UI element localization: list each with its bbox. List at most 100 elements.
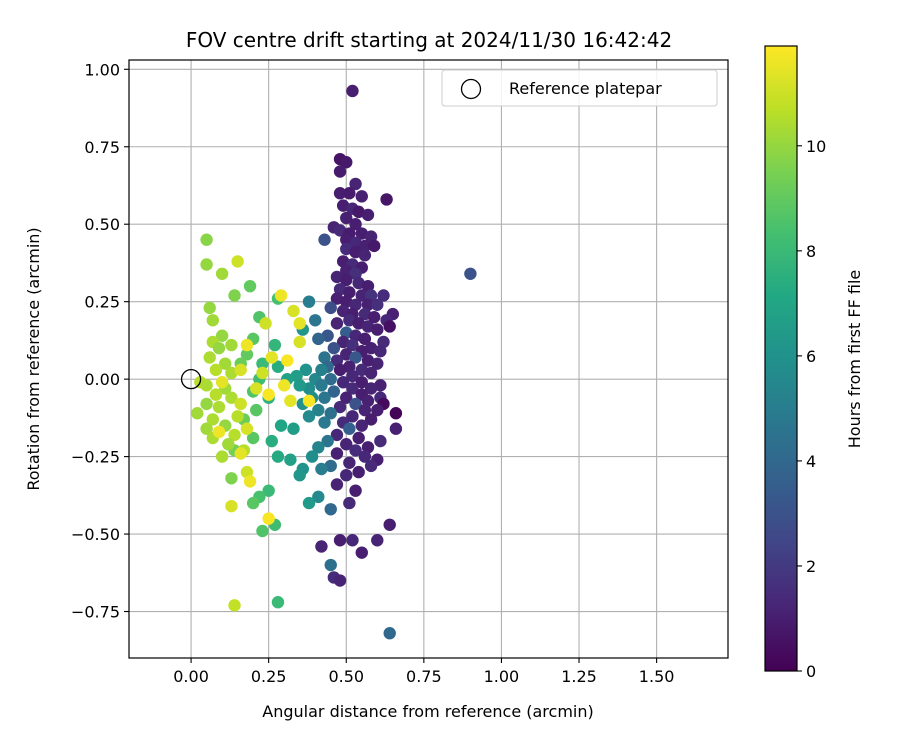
data-point bbox=[358, 450, 372, 463]
data-point bbox=[358, 403, 372, 417]
data-point bbox=[268, 338, 282, 352]
x-tick-label: 1.50 bbox=[639, 667, 675, 686]
data-point bbox=[274, 289, 288, 302]
data-point bbox=[340, 348, 353, 361]
data-point bbox=[333, 187, 347, 200]
data-point bbox=[293, 468, 306, 482]
data-point bbox=[367, 310, 381, 324]
data-point bbox=[389, 422, 403, 435]
data-point bbox=[312, 403, 325, 417]
data-point bbox=[358, 249, 372, 262]
data-point bbox=[349, 351, 362, 364]
data-point bbox=[352, 276, 365, 290]
data-point bbox=[309, 314, 322, 327]
data-point bbox=[293, 317, 306, 330]
data-point bbox=[324, 503, 337, 516]
data-point bbox=[352, 465, 365, 479]
data-point bbox=[293, 379, 306, 392]
y-axis-label: Rotation from reference (arcmin) bbox=[24, 227, 43, 490]
data-point bbox=[327, 385, 341, 398]
data-point bbox=[225, 391, 238, 404]
data-point bbox=[284, 394, 297, 408]
data-point bbox=[203, 301, 216, 315]
data-point bbox=[271, 450, 285, 463]
data-point bbox=[352, 431, 365, 445]
data-point bbox=[340, 242, 353, 256]
data-point bbox=[321, 434, 334, 448]
data-point bbox=[374, 434, 387, 448]
x-tick-label: 0.25 bbox=[251, 667, 287, 686]
x-tick-label: 1.25 bbox=[561, 667, 597, 686]
data-point bbox=[271, 360, 285, 373]
data-point bbox=[374, 379, 387, 392]
colorbar bbox=[764, 45, 798, 672]
data-point bbox=[367, 239, 381, 253]
data-point bbox=[355, 190, 368, 203]
data-point bbox=[333, 165, 347, 178]
data-point bbox=[246, 431, 260, 445]
data-point bbox=[361, 354, 375, 367]
data-point bbox=[364, 413, 378, 426]
data-point bbox=[355, 419, 368, 432]
data-point bbox=[371, 298, 384, 311]
y-tick-label: 0.25 bbox=[84, 293, 120, 312]
data-point bbox=[340, 438, 353, 451]
data-point bbox=[324, 372, 337, 386]
data-point bbox=[203, 351, 216, 364]
data-point bbox=[330, 317, 344, 330]
data-point bbox=[302, 394, 316, 408]
data-point bbox=[340, 468, 353, 482]
data-point bbox=[315, 462, 328, 476]
data-point bbox=[231, 410, 244, 423]
x-tick-label: 1.00 bbox=[484, 667, 520, 686]
data-point bbox=[240, 348, 254, 361]
data-point bbox=[371, 403, 384, 417]
data-point bbox=[231, 255, 244, 268]
data-point bbox=[346, 534, 359, 547]
data-point bbox=[200, 258, 213, 271]
data-point bbox=[219, 357, 232, 370]
data-point bbox=[256, 524, 269, 538]
data-point bbox=[287, 304, 300, 318]
data-point bbox=[346, 369, 359, 383]
data-point bbox=[340, 264, 353, 277]
data-point bbox=[355, 376, 368, 389]
data-point bbox=[222, 438, 235, 451]
data-point bbox=[374, 345, 387, 358]
colorbar-ticks: 0 2 4 6 8 10 bbox=[797, 137, 826, 681]
data-point bbox=[340, 391, 353, 404]
data-point bbox=[349, 177, 362, 191]
y-tick-label: 0.50 bbox=[84, 215, 120, 234]
y-tick-label: 1.00 bbox=[84, 60, 120, 79]
x-tick-label: 0.75 bbox=[406, 667, 442, 686]
data-point bbox=[277, 379, 291, 392]
data-point bbox=[315, 363, 328, 377]
legend-box bbox=[441, 69, 718, 107]
data-point bbox=[315, 379, 328, 392]
data-point bbox=[364, 341, 378, 355]
data-point bbox=[318, 391, 331, 404]
data-point bbox=[324, 301, 337, 315]
legend: Reference platepar bbox=[441, 69, 718, 107]
data-point bbox=[364, 382, 378, 395]
data-point bbox=[312, 490, 325, 504]
data-point bbox=[361, 320, 375, 333]
y-tick-label: 0.00 bbox=[84, 370, 120, 389]
data-point bbox=[271, 596, 285, 609]
colorbar-label: Hours from first FF file bbox=[845, 270, 864, 449]
y-tick-label: −0.50 bbox=[71, 525, 120, 544]
data-point bbox=[243, 279, 257, 293]
data-point bbox=[284, 453, 297, 466]
data-point bbox=[243, 475, 257, 488]
data-point bbox=[228, 289, 241, 302]
data-point bbox=[299, 363, 313, 377]
data-point bbox=[336, 335, 350, 349]
data-point bbox=[200, 379, 213, 392]
colorbar-tick-label: 6 bbox=[806, 347, 816, 366]
reference-marker bbox=[180, 368, 202, 390]
data-point bbox=[262, 388, 275, 401]
data-point bbox=[234, 447, 247, 460]
data-point bbox=[240, 338, 254, 352]
data-point bbox=[340, 273, 353, 287]
data-point bbox=[228, 428, 241, 442]
